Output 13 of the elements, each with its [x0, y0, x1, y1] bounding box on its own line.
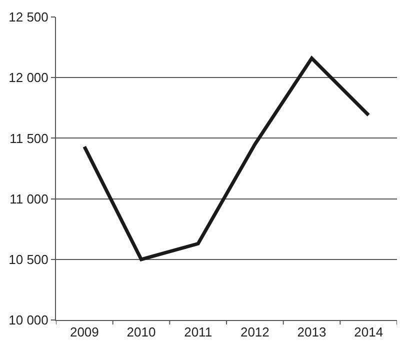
x-tick-label: 2012	[240, 324, 270, 340]
y-tick-label: 11 500	[10, 130, 48, 146]
x-tick-label: 2014	[354, 324, 384, 340]
y-tick-label: 10 500	[8, 252, 48, 267]
y-tick-label: 12 500	[8, 10, 48, 25]
y-tick-label: 10 000	[8, 312, 48, 328]
line-series	[82, 56, 370, 262]
x-tick-label: 2013	[297, 324, 326, 340]
x-tick-label: 2011	[184, 324, 212, 340]
x-tick-label: 2009	[70, 324, 99, 340]
x-tick-label: 2010	[126, 324, 156, 340]
y-tick-label: 12 000	[8, 70, 48, 86]
y-tick-label: 11 000	[10, 191, 48, 206]
